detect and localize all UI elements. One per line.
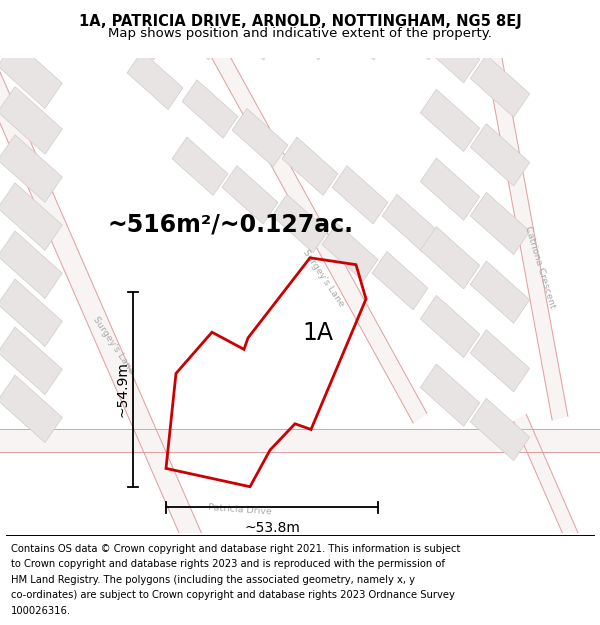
Polygon shape bbox=[0, 327, 62, 394]
Polygon shape bbox=[421, 89, 479, 151]
Text: ~516m²/~0.127ac.: ~516m²/~0.127ac. bbox=[108, 212, 354, 236]
Text: Surgey's Lane: Surgey's Lane bbox=[91, 314, 136, 375]
Polygon shape bbox=[322, 223, 378, 281]
Polygon shape bbox=[127, 51, 183, 109]
Polygon shape bbox=[0, 279, 62, 346]
Polygon shape bbox=[222, 166, 278, 224]
Polygon shape bbox=[331, 0, 389, 60]
Text: 1A: 1A bbox=[302, 321, 333, 346]
Text: ~54.9m: ~54.9m bbox=[116, 361, 130, 418]
Text: Surgey's Lane: Surgey's Lane bbox=[301, 248, 346, 309]
Polygon shape bbox=[0, 41, 62, 108]
Polygon shape bbox=[421, 158, 479, 220]
Polygon shape bbox=[182, 80, 238, 138]
Polygon shape bbox=[0, 135, 62, 202]
Polygon shape bbox=[0, 0, 209, 561]
Polygon shape bbox=[372, 251, 428, 310]
Polygon shape bbox=[470, 192, 530, 254]
Polygon shape bbox=[514, 414, 586, 559]
Polygon shape bbox=[275, 0, 335, 60]
Polygon shape bbox=[421, 296, 479, 358]
Text: HM Land Registry. The polygons (including the associated geometry, namely x, y: HM Land Registry. The polygons (includin… bbox=[11, 574, 415, 584]
Polygon shape bbox=[0, 87, 62, 154]
Polygon shape bbox=[0, 429, 600, 452]
Text: Patricia Drive: Patricia Drive bbox=[208, 503, 272, 516]
Polygon shape bbox=[385, 0, 445, 60]
Polygon shape bbox=[0, 375, 62, 442]
Polygon shape bbox=[470, 330, 530, 392]
Polygon shape bbox=[421, 364, 479, 426]
Polygon shape bbox=[166, 0, 224, 60]
Polygon shape bbox=[421, 21, 479, 83]
Polygon shape bbox=[173, 0, 427, 423]
Text: co-ordinates) are subject to Crown copyright and database rights 2023 Ordnance S: co-ordinates) are subject to Crown copyr… bbox=[11, 590, 455, 600]
Polygon shape bbox=[382, 194, 438, 252]
Polygon shape bbox=[332, 166, 388, 224]
Polygon shape bbox=[421, 227, 479, 289]
Polygon shape bbox=[470, 261, 530, 323]
Polygon shape bbox=[220, 0, 280, 60]
Polygon shape bbox=[470, 398, 530, 461]
Text: 100026316.: 100026316. bbox=[11, 606, 71, 616]
Polygon shape bbox=[470, 55, 530, 118]
Polygon shape bbox=[470, 124, 530, 186]
Text: ~53.8m: ~53.8m bbox=[244, 521, 300, 535]
Polygon shape bbox=[172, 137, 228, 196]
Polygon shape bbox=[282, 137, 338, 196]
Text: to Crown copyright and database rights 2023 and is reproduced with the permissio: to Crown copyright and database rights 2… bbox=[11, 559, 445, 569]
Polygon shape bbox=[0, 183, 62, 251]
Text: Map shows position and indicative extent of the property.: Map shows position and indicative extent… bbox=[108, 28, 492, 40]
Polygon shape bbox=[272, 194, 328, 252]
Text: Catriona Crescent: Catriona Crescent bbox=[523, 225, 557, 309]
Polygon shape bbox=[110, 0, 170, 60]
Polygon shape bbox=[0, 231, 62, 298]
Polygon shape bbox=[232, 109, 288, 167]
Polygon shape bbox=[472, 0, 568, 420]
Text: Contains OS data © Crown copyright and database right 2021. This information is : Contains OS data © Crown copyright and d… bbox=[11, 544, 460, 554]
Text: 1A, PATRICIA DRIVE, ARNOLD, NOTTINGHAM, NG5 8EJ: 1A, PATRICIA DRIVE, ARNOLD, NOTTINGHAM, … bbox=[79, 14, 521, 29]
